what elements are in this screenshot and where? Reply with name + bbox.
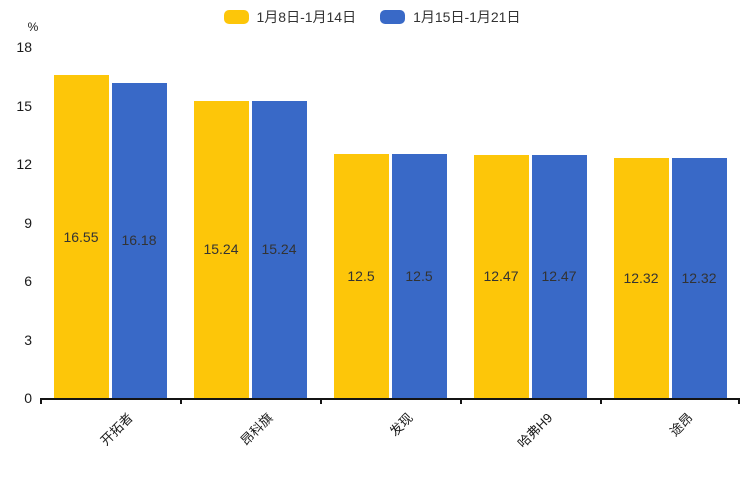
plot-area: 16.55 16.18 15.24 15.24 12.5 12.5 12.47 12.47 12…: [40, 47, 740, 404]
bar-series1-昂科旗[interactable]: 15.24: [193, 100, 249, 398]
bar-value-label: 16.18: [121, 232, 157, 249]
bar-value-label: 12.5: [405, 268, 433, 285]
bar-series1-发现[interactable]: 12.5: [333, 154, 389, 398]
bar-value-label: 12.47: [541, 268, 577, 285]
bar-group-5: 12.32 12.32: [600, 47, 740, 398]
bar-series1-途昂[interactable]: 12.32: [613, 157, 669, 398]
bar-group-1: 16.55 16.18: [40, 47, 180, 398]
y-axis-tick-label: 0: [24, 390, 32, 406]
legend-label-week2: 1月15日-1月21日: [413, 9, 521, 25]
legend-item-week1[interactable]: 1月8日-1月14日: [223, 7, 357, 27]
y-axis-unit-label: %: [27, 20, 39, 34]
bar-series1-哈弗H9[interactable]: 12.47: [473, 154, 529, 398]
x-axis-tick: [460, 398, 462, 404]
bar-series2-昂科旗[interactable]: 15.24: [251, 100, 307, 398]
y-axis-tick-label: 18: [16, 39, 32, 55]
bar-series2-开拓者[interactable]: 16.18: [111, 82, 167, 398]
y-axis-tick-label: 15: [16, 97, 32, 114]
legend-swatch-yellow: [223, 10, 249, 24]
bar-value-label: 15.24: [261, 241, 297, 258]
bar-value-label: 12.32: [623, 269, 659, 286]
bar-series2-发现[interactable]: 12.5: [391, 154, 447, 398]
y-axis-tick-label: 6: [24, 273, 32, 289]
bar-value-label: 12.32: [681, 269, 717, 286]
bar-group-3: 12.5 12.5: [320, 47, 460, 398]
bar-value-label: 15.24: [203, 241, 239, 258]
x-axis-category-labels: 开拓者 昂科旗 发现 哈弗H9 途昂: [40, 404, 740, 484]
x-axis-category-label-1: 开拓者: [97, 410, 136, 449]
x-axis-category-label-2: 昂科旗: [237, 410, 276, 449]
x-axis-tick: [600, 398, 602, 404]
bar-group-4: 12.47 12.47: [460, 47, 600, 398]
bar-series2-途昂[interactable]: 12.32: [671, 157, 727, 398]
x-axis-category-label-4: 哈弗H9: [514, 410, 556, 451]
x-axis-category-label-3: 发现: [386, 410, 416, 440]
legend-item-week2[interactable]: 1月15日-1月21日: [380, 7, 520, 27]
y-axis-tick-label: 9: [24, 214, 32, 231]
x-axis-tick: [738, 398, 740, 404]
bar-value-label: 12.5: [347, 268, 375, 285]
legend-label-week1: 1月8日-1月14日: [256, 9, 357, 25]
x-axis-tick: [180, 398, 182, 404]
x-axis-category-label-5: 途昂: [666, 410, 696, 440]
bar-value-label: 16.55: [63, 228, 99, 245]
bar-series1-开拓者[interactable]: 16.55: [53, 75, 109, 398]
bar-series2-哈弗H9[interactable]: 12.47: [531, 154, 587, 398]
bar-group-2: 15.24 15.24: [180, 47, 320, 398]
chart-legend: 1月8日-1月14日 1月15日-1月21日: [0, 7, 744, 27]
bar-value-label: 12.47: [483, 268, 519, 285]
legend-swatch-blue: [380, 10, 406, 24]
x-axis-tick: [40, 398, 42, 404]
y-axis-tick-label: 3: [24, 331, 32, 348]
y-axis-tick-label: 12: [16, 156, 32, 172]
x-axis-tick: [320, 398, 322, 404]
